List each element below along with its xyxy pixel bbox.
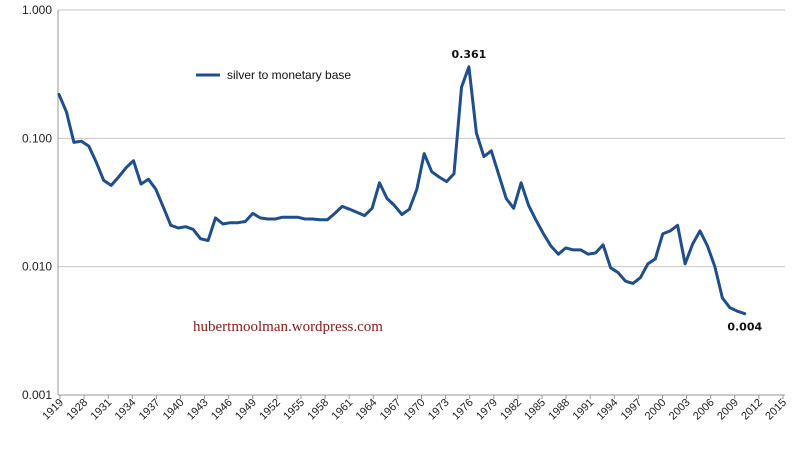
x-tick-label: 1943 [185, 397, 211, 423]
x-tick-label: 1928 [64, 397, 90, 423]
x-tick-label: 2000 [643, 397, 669, 423]
x-tick-label: 1994 [595, 397, 621, 423]
legend-label: silver to monetary base [227, 68, 351, 82]
x-tick-label: 1958 [305, 397, 331, 423]
x-tick-label: 1949 [233, 397, 259, 423]
x-tick-label: 2006 [691, 397, 717, 423]
series-layer [57, 65, 747, 316]
y-tick-label: 0.010 [22, 260, 52, 274]
x-tick-label: 1973 [426, 397, 452, 423]
watermark-text: hubertmoolman.wordpress.com [193, 319, 383, 335]
y-tick-label: 0.001 [22, 388, 52, 402]
x-tick-label: 2003 [667, 397, 693, 423]
x-tick-label: 1934 [113, 397, 139, 423]
legend: silver to monetary base [196, 68, 351, 82]
x-tick-label: 2009 [715, 397, 741, 423]
x-tick-label: 1997 [619, 397, 645, 423]
data-label: 0.361 [452, 48, 487, 61]
x-tick-label: 1931 [89, 397, 115, 423]
grid-lines [58, 9, 785, 396]
x-tick-label: 1955 [281, 397, 307, 423]
data-labels: 0.361 0.004 [452, 48, 763, 334]
x-tick-label: 1937 [137, 397, 163, 423]
x-tick-label: 2015 [763, 397, 789, 423]
x-tick-label: 1970 [402, 397, 428, 423]
x-tick-label: 1979 [474, 397, 500, 423]
x-tick-label: 1988 [546, 397, 572, 423]
x-tick-labels: 1919192819311934193719401943194619491952… [40, 395, 789, 422]
x-tick-label: 1985 [522, 397, 548, 423]
x-tick-label: 1946 [209, 397, 235, 423]
x-tick-label: 1961 [330, 397, 356, 423]
x-tick-label: 1991 [571, 397, 597, 423]
data-label: 0.004 [727, 321, 762, 334]
y-tick-labels: 1.000 0.100 0.010 0.001 [22, 3, 52, 402]
y-tick-label: 1.000 [22, 3, 52, 17]
y-tick-label: 0.100 [22, 131, 52, 145]
x-tick-label: 1952 [257, 397, 283, 423]
x-tick-label: 1964 [354, 397, 380, 423]
series-line [57, 65, 747, 316]
x-tick-label: 1982 [498, 397, 524, 423]
x-tick-label: 2012 [739, 397, 765, 423]
x-tick-label: 1967 [378, 397, 404, 423]
x-tick-label: 1976 [450, 397, 476, 423]
x-tick-label: 1940 [161, 397, 187, 423]
